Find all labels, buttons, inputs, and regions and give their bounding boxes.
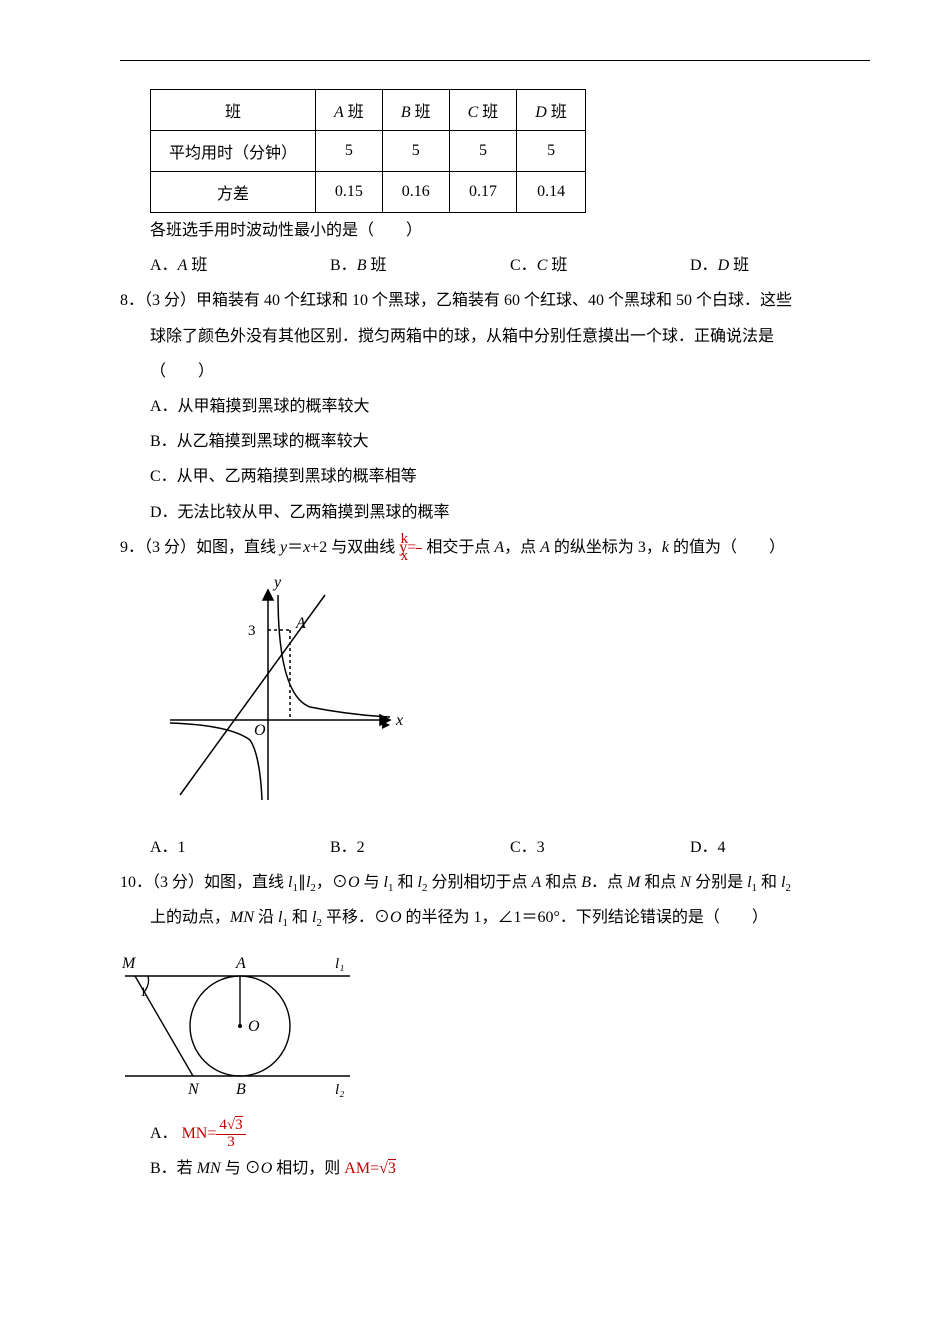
th-a: A 班: [316, 90, 383, 131]
q9-lead: 9．（3 分）如图，直线 y＝x+2 与双曲线 y=kx 相交于点 A，点 A …: [150, 530, 870, 565]
q9-opt-a: A．1: [150, 830, 330, 865]
variance-table: 班 A 班 B 班 C 班 D 班 平均用时（分钟） 5 5 5 5 方差 0.…: [150, 89, 586, 213]
label-l2: l₂: [335, 1082, 344, 1098]
top-rule: [120, 60, 870, 61]
cell: 5: [449, 131, 517, 172]
q8-options: A．从甲箱摸到黑球的概率较大 B．从乙箱摸到黑球的概率较大 C．从甲、乙两箱摸到…: [150, 389, 870, 530]
label-o: O: [248, 1018, 260, 1035]
q9-eq: ＝: [287, 539, 303, 556]
th-d: D 班: [517, 90, 586, 131]
q10-opt-a: A． MN=4√33: [150, 1116, 870, 1151]
q10-lead: 10．（3 分）如图，直线 l1∥l2，⊙O 与 l1 和 l2 分别相切于点 …: [150, 865, 870, 900]
q9-figure: y x O 3 A: [150, 575, 870, 820]
opt-b-am: AM=: [344, 1160, 379, 1177]
cell: 0.14: [517, 172, 586, 213]
table-row: 平均用时（分钟） 5 5 5 5: [151, 131, 586, 172]
q7-opt-b: B．B 班: [330, 248, 510, 283]
q8-opt-b: B．从乙箱摸到黑球的概率较大: [150, 424, 870, 459]
label-m: M: [121, 955, 137, 972]
table-header-row: 班 A 班 B 班 C 班 D 班: [151, 90, 586, 131]
q8-opt-d: D．无法比较从甲、乙两箱摸到黑球的概率: [150, 495, 870, 530]
th-class: 班: [151, 90, 316, 131]
q7-options: A．A 班 B．B 班 C．C 班 D．D 班: [150, 248, 870, 283]
opt-a-mn: MN=: [182, 1125, 217, 1142]
q7-opt-a: A．A 班: [150, 248, 330, 283]
label-b: B: [236, 1081, 246, 1098]
q10-opt-b: B．若 MN 与 ⊙O 相切，则 AM=√3: [150, 1151, 870, 1186]
q8-opt-c: C．从甲、乙两箱摸到黑球的概率相等: [150, 459, 870, 494]
cell: 5: [316, 131, 383, 172]
q9-text3: 相交于点 A，点 A 的纵坐标为 3，k 的值为（ ）: [422, 539, 785, 556]
opt-b-pre: B．若 MN 与 ⊙O 相切，则: [150, 1160, 344, 1177]
label-n: N: [187, 1081, 200, 1098]
label-angle: 1: [140, 984, 147, 999]
q10-svg: M A l₁ O N B l₂ 1: [120, 946, 380, 1101]
q10-figure: M A l₁ O N B l₂ 1: [120, 946, 870, 1106]
frac-num: 4√3: [216, 1118, 245, 1135]
q7-opt-c: C．C 班: [510, 248, 690, 283]
fraction-icon: 4√33: [216, 1118, 245, 1151]
cell: 0.16: [382, 172, 449, 213]
label-x: x: [395, 712, 403, 729]
cell: 5: [517, 131, 586, 172]
q8-cont2: （ ）: [150, 354, 870, 389]
frac-den: 3: [216, 1135, 245, 1151]
th-c: C 班: [449, 90, 517, 131]
row-label: 平均用时（分钟）: [151, 131, 316, 172]
q8-lead: 8．（3 分）甲箱装有 40 个红球和 10 个黑球，乙箱装有 60 个红球、4…: [150, 283, 870, 318]
q9-text2: +2 与双曲线: [310, 539, 399, 556]
row-label: 方差: [151, 172, 316, 213]
label-a: A: [235, 955, 246, 972]
q7-stem: 各班选手用时波动性最小的是（ ）: [150, 213, 870, 248]
page: 班 A 班 B 班 C 班 D 班 平均用时（分钟） 5 5 5 5 方差 0.…: [0, 0, 950, 1226]
q9-opt-c: C．3: [510, 830, 690, 865]
sqrt-icon: √3: [379, 1159, 396, 1177]
label-o: O: [254, 722, 266, 739]
label-l1: l₁: [335, 956, 344, 972]
q9-opt-b: B．2: [330, 830, 510, 865]
label-y: y: [272, 575, 282, 591]
q9-svg: y x O 3 A: [150, 575, 410, 815]
cell: 0.17: [449, 172, 517, 213]
q10-cont: 上的动点，MN 沿 l1 和 l2 平移．⊙O 的半径为 1，∠1＝60°．下列…: [150, 900, 870, 935]
q9-text: 9．（3 分）如图，直线: [120, 539, 280, 556]
opt-a-pre: A．: [150, 1125, 178, 1142]
q8-opt-a: A．从甲箱摸到黑球的概率较大: [150, 389, 870, 424]
cell: 5: [382, 131, 449, 172]
table-row: 方差 0.15 0.16 0.17 0.14: [151, 172, 586, 213]
q9-options: A．1 B．2 C．3 D．4: [150, 830, 870, 865]
label-a: A: [295, 615, 306, 632]
th-b: B 班: [382, 90, 449, 131]
q7-opt-d: D．D 班: [690, 248, 870, 283]
label-3: 3: [248, 623, 256, 639]
q8-cont1: 球除了颜色外没有其他区别．搅匀两箱中的球，从箱中分别任意摸出一个球．正确说法是: [150, 319, 870, 354]
cell: 0.15: [316, 172, 383, 213]
q9-opt-d: D．4: [690, 830, 870, 865]
q10-options: A． MN=4√33 B．若 MN 与 ⊙O 相切，则 AM=√3: [150, 1116, 870, 1186]
